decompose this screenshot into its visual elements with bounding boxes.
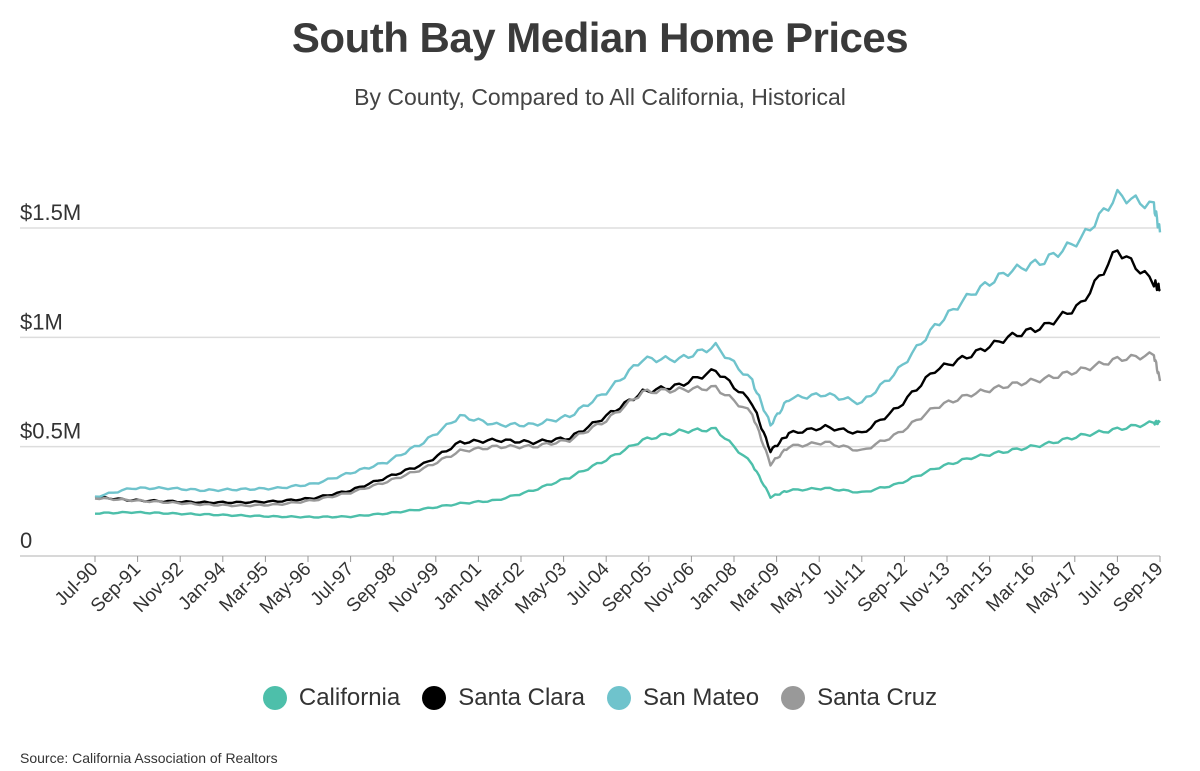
legend-swatch [781, 686, 806, 710]
y-tick-label: 0 [20, 528, 32, 553]
y-tick-label: $0.5M [20, 419, 81, 444]
legend-label: Santa Cruz [817, 684, 938, 711]
y-axis-ticks: 0 $0.5M $1M $1.5M [20, 200, 81, 553]
legend-item: Santa Clara [422, 684, 585, 712]
chart-subtitle: By County, Compared to All California, H… [354, 84, 846, 110]
legend-label: Santa Clara [458, 684, 585, 711]
x-axis-ticks: Jul-90Sep-91Nov-92Jan-94Mar-95May-96Jul-… [51, 556, 1168, 618]
legend-item: California [262, 684, 401, 712]
series-line-california [95, 419, 1161, 519]
grid-lines [20, 227, 1160, 557]
series-lines [94, 188, 1162, 519]
line-chart: 0 $0.5M $1M $1.5M Jul-90Sep-91Nov-92Jan-94M… [20, 188, 1168, 618]
legend-swatch [607, 686, 631, 710]
series-line-san-mateo [94, 188, 1162, 498]
legend-label: California [298, 684, 401, 711]
legend: California Santa Clara San Mateo Santa Cruz [0, 684, 1200, 712]
legend-swatch [422, 686, 447, 710]
source-note: Source: California Association of Realto… [20, 750, 278, 766]
legend-swatch [262, 686, 287, 710]
chart-title: South Bay Median Home Prices [291, 14, 909, 61]
series-line-santa-clara [94, 249, 1161, 505]
y-tick-label: $1.5M [20, 200, 81, 225]
series-line-santa-cruz [94, 351, 1162, 508]
legend-label: San Mateo [643, 684, 760, 711]
legend-item: Santa Cruz [781, 684, 937, 712]
legend-item: San Mateo [607, 684, 759, 712]
y-tick-label: $1M [20, 309, 63, 334]
